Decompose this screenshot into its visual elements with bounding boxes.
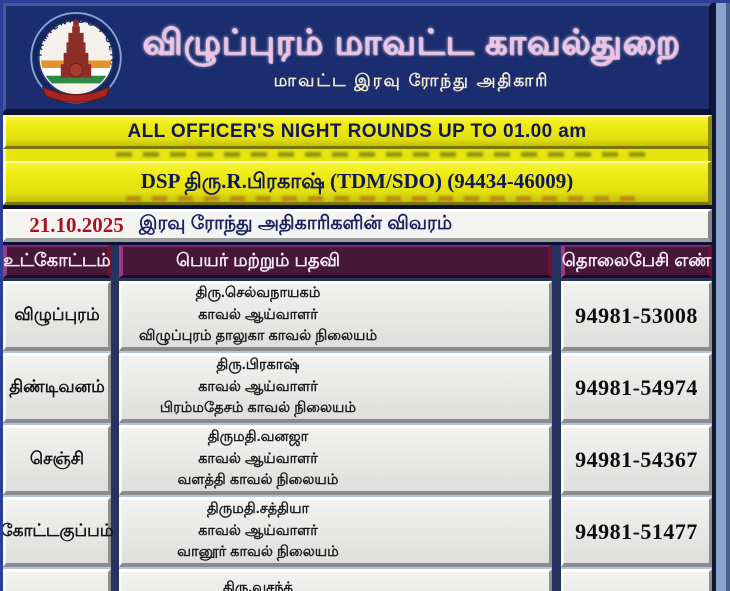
- subdivision-cell: திண்டிவனம்: [3, 353, 111, 423]
- officer-name: திரு.செல்வநாயகம்: [195, 284, 321, 301]
- officer-station: பிரம்மதேசம் காவல் நிலையம்: [159, 400, 357, 417]
- table-row: திண்டிவனம் திரு.பிரகாஷ் காவல் ஆய்வாளர் ப…: [3, 353, 712, 423]
- phone-cell: 94981-53008: [561, 281, 712, 351]
- blurred-red-smudge: [126, 196, 638, 201]
- column-gap: [111, 281, 119, 351]
- officer-cell: திரு.செல்வநாயகம் காவல் ஆய்வாளர் விழுப்பு…: [119, 281, 552, 351]
- phone-cell: [561, 569, 712, 591]
- column-gap: [111, 353, 119, 423]
- row-separator: [3, 423, 712, 425]
- column-header-name-designation-label: பெயர் மற்றும் பதவி: [175, 249, 341, 270]
- officer-cell: திருமதி.வனஜா காவல் ஆய்வாளர் வளத்தி காவல்…: [119, 425, 552, 495]
- officer-name: திரு.வசந்த்: [222, 580, 293, 591]
- dsp-banner-text: DSP திரு.R.பிரகாஷ் (TDM/SDO) (94434-4600…: [140, 169, 574, 193]
- officer-designation: காவல் ஆய்வாளர்: [198, 378, 318, 395]
- table-row: செஞ்சி திருமதி.வனஜா காவல் ஆய்வாளர் வளத்த…: [3, 425, 712, 495]
- officer-cell: திரு.பிரகாஷ் காவல் ஆய்வாளர் பிரம்மதேசம் …: [119, 353, 552, 423]
- column-gap: [111, 245, 119, 278]
- subdivision-cell: விழுப்புரம்: [3, 281, 111, 351]
- column-header-subdivision: உட்கோட்டம்: [3, 245, 111, 278]
- officer-station: வளத்தி காவல் நிலையம்: [177, 472, 339, 489]
- column-gap: [111, 569, 119, 591]
- table-body: விழுப்புரம் திரு.செல்வநாயகம் காவல் ஆய்வா…: [3, 281, 712, 591]
- officer-cell: திருமதி.சத்தியா காவல் ஆய்வாளர் வானூர் கா…: [119, 497, 552, 567]
- table-row: விழுப்புரம் திரு.செல்வநாயகம் காவல் ஆய்வா…: [3, 281, 712, 351]
- row-separator: [3, 495, 712, 497]
- header-titles: விழுப்புரம் மாவட்ட காவல்துறை மாவட்ட இரவு…: [118, 6, 705, 109]
- phone-cell: 94981-54367: [561, 425, 712, 495]
- column-gap: [552, 569, 561, 591]
- phone-cell: 94981-51477: [561, 497, 712, 567]
- subdivision-cell: செஞ்சி: [3, 425, 111, 495]
- tn-police-logo-icon: TAMILNADU POLICE: [24, 3, 124, 110]
- column-gap: [111, 425, 119, 495]
- column-header-name-designation: பெயர் மற்றும் பதவி: [119, 245, 552, 278]
- officer-name: திருமதி.சத்தியா: [206, 500, 310, 517]
- column-gap: [552, 425, 561, 495]
- dsp-banner: DSP திரு.R.பிரகாஷ் (TDM/SDO) (94434-4600…: [3, 161, 712, 205]
- subdivision-cell: கோட்டகுப்பம்: [3, 497, 113, 567]
- table-header-row: உட்கோட்டம் பெயர் மற்றும் பதவி தொலைபேசி எ…: [3, 245, 712, 278]
- date-bar: 21.10.2025 இரவு ரோந்து அதிகாரிகளின் விவர…: [3, 209, 712, 242]
- subdivision-cell: [3, 569, 111, 591]
- column-header-phone: தொலைபேசி எண்: [561, 245, 712, 278]
- officer-designation: காவல் ஆய்வாளர்: [198, 306, 318, 323]
- officer-station: வானூர் காவல் நிலையம்: [177, 544, 339, 561]
- officer-designation: காவல் ஆய்வாளர்: [198, 450, 318, 467]
- officer-name: திருமதி.வனஜா: [207, 428, 309, 445]
- header-panel: TAMILNADU POLICE விழுப்புரம் மாவட்ட காவல…: [3, 3, 712, 112]
- night-rounds-banner-text: ALL OFFICER'S NIGHT ROUNDS UP TO 01.00 a…: [127, 120, 587, 142]
- column-gap: [552, 245, 561, 278]
- row-separator: [3, 351, 712, 353]
- column-gap: [552, 281, 561, 351]
- table-row: கோட்டகுப்பம் திருமதி.சத்தியா காவல் ஆய்வா…: [3, 497, 712, 567]
- officer-name: திரு.பிரகாஷ்: [216, 356, 300, 373]
- right-border-strip: [712, 3, 730, 591]
- night-rounds-banner: ALL OFFICER'S NIGHT ROUNDS UP TO 01.00 a…: [3, 115, 712, 149]
- blurred-text-strip: [3, 149, 712, 161]
- page-title: விழுப்புரம் மாவட்ட காவல்துறை: [142, 22, 681, 62]
- date-bar-title: இரவு ரோந்து அதிகாரிகளின் விவரம்: [139, 213, 453, 234]
- page-subtitle: மாவட்ட இரவு ரோந்து அதிகாரி: [273, 70, 550, 90]
- column-gap: [111, 497, 119, 567]
- logo-ribbon: [41, 86, 111, 103]
- officer-cell: திரு.வசந்த்: [119, 569, 552, 591]
- officer-station: விழுப்புரம் தாலுகா காவல் நிலையம்: [138, 328, 378, 345]
- row-separator: [3, 567, 712, 569]
- column-gap: [552, 497, 561, 567]
- table-row: திரு.வசந்த்: [3, 569, 712, 591]
- date-value: 21.10.2025: [29, 212, 124, 237]
- blurred-text-smudge: [116, 152, 648, 157]
- officer-designation: காவல் ஆய்வாளர்: [198, 522, 318, 539]
- phone-cell: 94981-54974: [561, 353, 712, 423]
- column-gap: [552, 353, 561, 423]
